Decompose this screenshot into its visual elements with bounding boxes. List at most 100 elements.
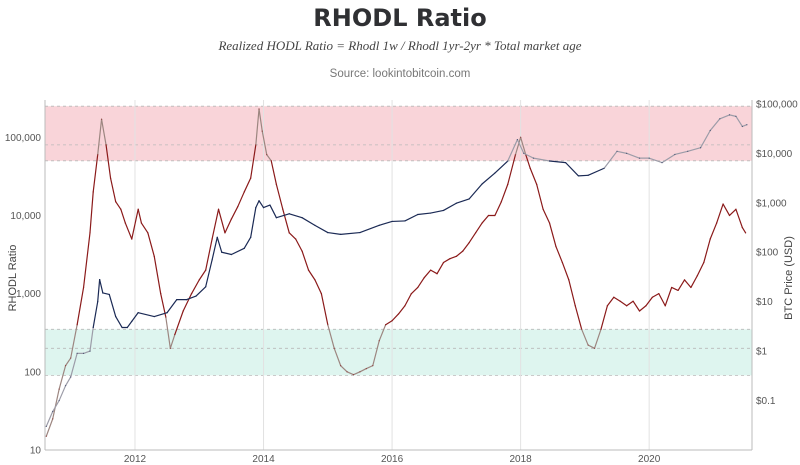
rhodl-segment	[250, 144, 257, 179]
price-point	[195, 295, 197, 297]
price-point	[108, 293, 110, 296]
price-point	[340, 233, 342, 235]
price-segment	[661, 153, 676, 164]
price-segment	[523, 152, 535, 159]
price-segment	[359, 224, 380, 234]
price-segment	[516, 138, 525, 154]
price-point	[430, 212, 432, 214]
price-segment	[82, 350, 91, 354]
price-point	[746, 124, 748, 126]
rhodl-segment	[320, 293, 329, 326]
rhodl-point	[587, 344, 589, 346]
price-point	[735, 115, 737, 117]
chart-title: RHODL Ratio	[313, 4, 487, 32]
rhodl-segment	[211, 208, 220, 240]
price-segment	[243, 236, 252, 249]
price-segment	[616, 150, 628, 154]
price-segment	[185, 295, 197, 301]
price-segment	[674, 150, 689, 156]
right-tick-label: $10	[756, 297, 773, 308]
x-tick-label: 2018	[509, 454, 532, 465]
rhodl-point	[352, 374, 355, 376]
price-point	[216, 236, 218, 238]
price-segment	[258, 200, 265, 209]
rhodl-point	[638, 310, 641, 312]
valuation-bands	[45, 105, 752, 376]
price-point	[603, 167, 605, 169]
rhodl-point	[507, 183, 509, 185]
rhodl-segment	[307, 269, 316, 281]
rhodl-segment	[455, 250, 464, 257]
price-segment	[166, 299, 178, 314]
rhodl-point	[606, 305, 608, 307]
rhodl-point	[677, 289, 679, 292]
rhodl-segment	[741, 226, 747, 234]
rhodl-segment	[632, 300, 641, 312]
rhodl-segment	[593, 328, 602, 349]
rhodl-point	[211, 238, 213, 240]
rhodl-segment	[243, 177, 252, 193]
price-segment	[102, 292, 110, 296]
rhodl-segment	[340, 365, 348, 373]
price-point	[166, 312, 168, 314]
price-segment	[468, 183, 483, 200]
price-segment	[205, 259, 213, 288]
rhodl-point	[97, 154, 99, 156]
rhodl-point	[404, 305, 406, 307]
rhodl-point	[295, 238, 297, 240]
rhodl-point	[327, 324, 329, 326]
rhodl-segment	[64, 357, 72, 367]
price-point	[626, 152, 628, 154]
price-segment	[548, 160, 567, 164]
price-segment	[481, 172, 496, 185]
price-point	[131, 320, 133, 322]
price-segment	[131, 312, 139, 322]
rhodl-segment	[735, 208, 743, 229]
rhodl-point	[671, 286, 673, 289]
rhodl-segment	[217, 208, 226, 234]
rhodl-point	[632, 300, 634, 302]
rhodl-point	[100, 118, 103, 120]
rhodl-point	[417, 286, 419, 289]
rhodl-segment	[52, 388, 60, 420]
price-segment	[327, 231, 342, 235]
rhodl-segment	[333, 347, 342, 367]
rhodl-segment	[600, 305, 608, 330]
price-point	[516, 138, 519, 141]
rhodl-segment	[468, 232, 477, 244]
rhodl-point	[230, 218, 232, 220]
price-segment	[58, 385, 67, 402]
right-tick-label: $100	[756, 248, 779, 259]
price-segment	[314, 224, 329, 234]
rhodl-segment	[606, 296, 615, 307]
rhodl-point	[568, 279, 570, 281]
left-tick-label: 10	[30, 446, 42, 457]
rhodl-segment	[525, 154, 531, 170]
rhodl-point	[658, 293, 660, 295]
price-segment	[126, 320, 133, 329]
rhodl-point	[651, 296, 653, 298]
price-segment	[275, 213, 290, 219]
price-segment	[301, 217, 316, 226]
rhodl-point	[64, 365, 67, 367]
rhodl-segment	[288, 232, 297, 240]
rhodl-segment	[703, 238, 711, 264]
rhodl-point	[529, 167, 531, 170]
price-segment	[577, 174, 589, 177]
rhodl-segment	[147, 232, 155, 257]
rhodl-point	[288, 232, 290, 234]
price-point	[262, 206, 265, 209]
rhodl-segment	[728, 208, 737, 217]
price-point	[442, 209, 445, 212]
rhodl-point	[423, 277, 425, 279]
rhodl-segment	[378, 324, 387, 342]
rhodl-segment	[301, 250, 310, 271]
rhodl-segment	[709, 222, 718, 240]
rhodl-segment	[423, 269, 432, 279]
rhodl-point	[378, 340, 380, 342]
rhodl-point	[397, 313, 400, 315]
price-segment	[735, 115, 743, 128]
rhodl-point	[664, 305, 666, 307]
rhodl-point	[449, 258, 451, 260]
rhodl-segment	[696, 261, 705, 277]
